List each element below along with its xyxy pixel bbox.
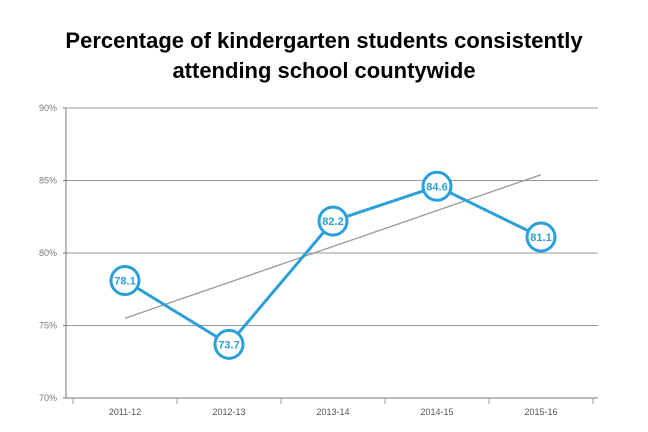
chart-title: Percentage of kindergarten students cons… xyxy=(0,26,648,86)
x-tick-label: 2012-13 xyxy=(212,407,245,417)
chart-title-line-1: Percentage of kindergarten students cons… xyxy=(65,28,583,53)
y-axis: 90% 85% 80% 75% 70% xyxy=(39,103,67,403)
chart-title-line-2: attending school countywide xyxy=(172,58,476,83)
data-label: 82.2 xyxy=(322,216,343,228)
x-axis: 2011-12 2012-13 2013-14 2014-15 2015-16 xyxy=(66,397,598,417)
x-tick-label: 2013-14 xyxy=(316,407,349,417)
y-tick-label: 80% xyxy=(39,248,57,258)
data-point xyxy=(109,265,141,297)
data-point xyxy=(213,328,245,360)
x-tick-label: 2014-15 xyxy=(420,407,453,417)
data-label: 81.1 xyxy=(530,232,551,244)
y-tick-label: 70% xyxy=(39,393,57,403)
data-label: 84.6 xyxy=(426,181,447,193)
data-label: 73.7 xyxy=(218,339,239,351)
trendline xyxy=(124,174,542,319)
y-tick-label: 90% xyxy=(39,103,57,113)
data-point xyxy=(421,170,453,202)
x-tick-label: 2011-12 xyxy=(109,407,141,417)
x-tick-label: 2015-16 xyxy=(524,407,557,417)
data-label: 78.1 xyxy=(114,276,135,288)
data-point xyxy=(317,205,349,237)
gridlines xyxy=(66,107,598,399)
trendline-layer xyxy=(124,174,542,319)
data-point xyxy=(525,221,557,253)
y-tick-label: 85% xyxy=(39,176,57,186)
y-tick-label: 75% xyxy=(39,321,57,331)
data-points: 78.1 73.7 82.2 84.6 81.1 xyxy=(109,170,557,360)
